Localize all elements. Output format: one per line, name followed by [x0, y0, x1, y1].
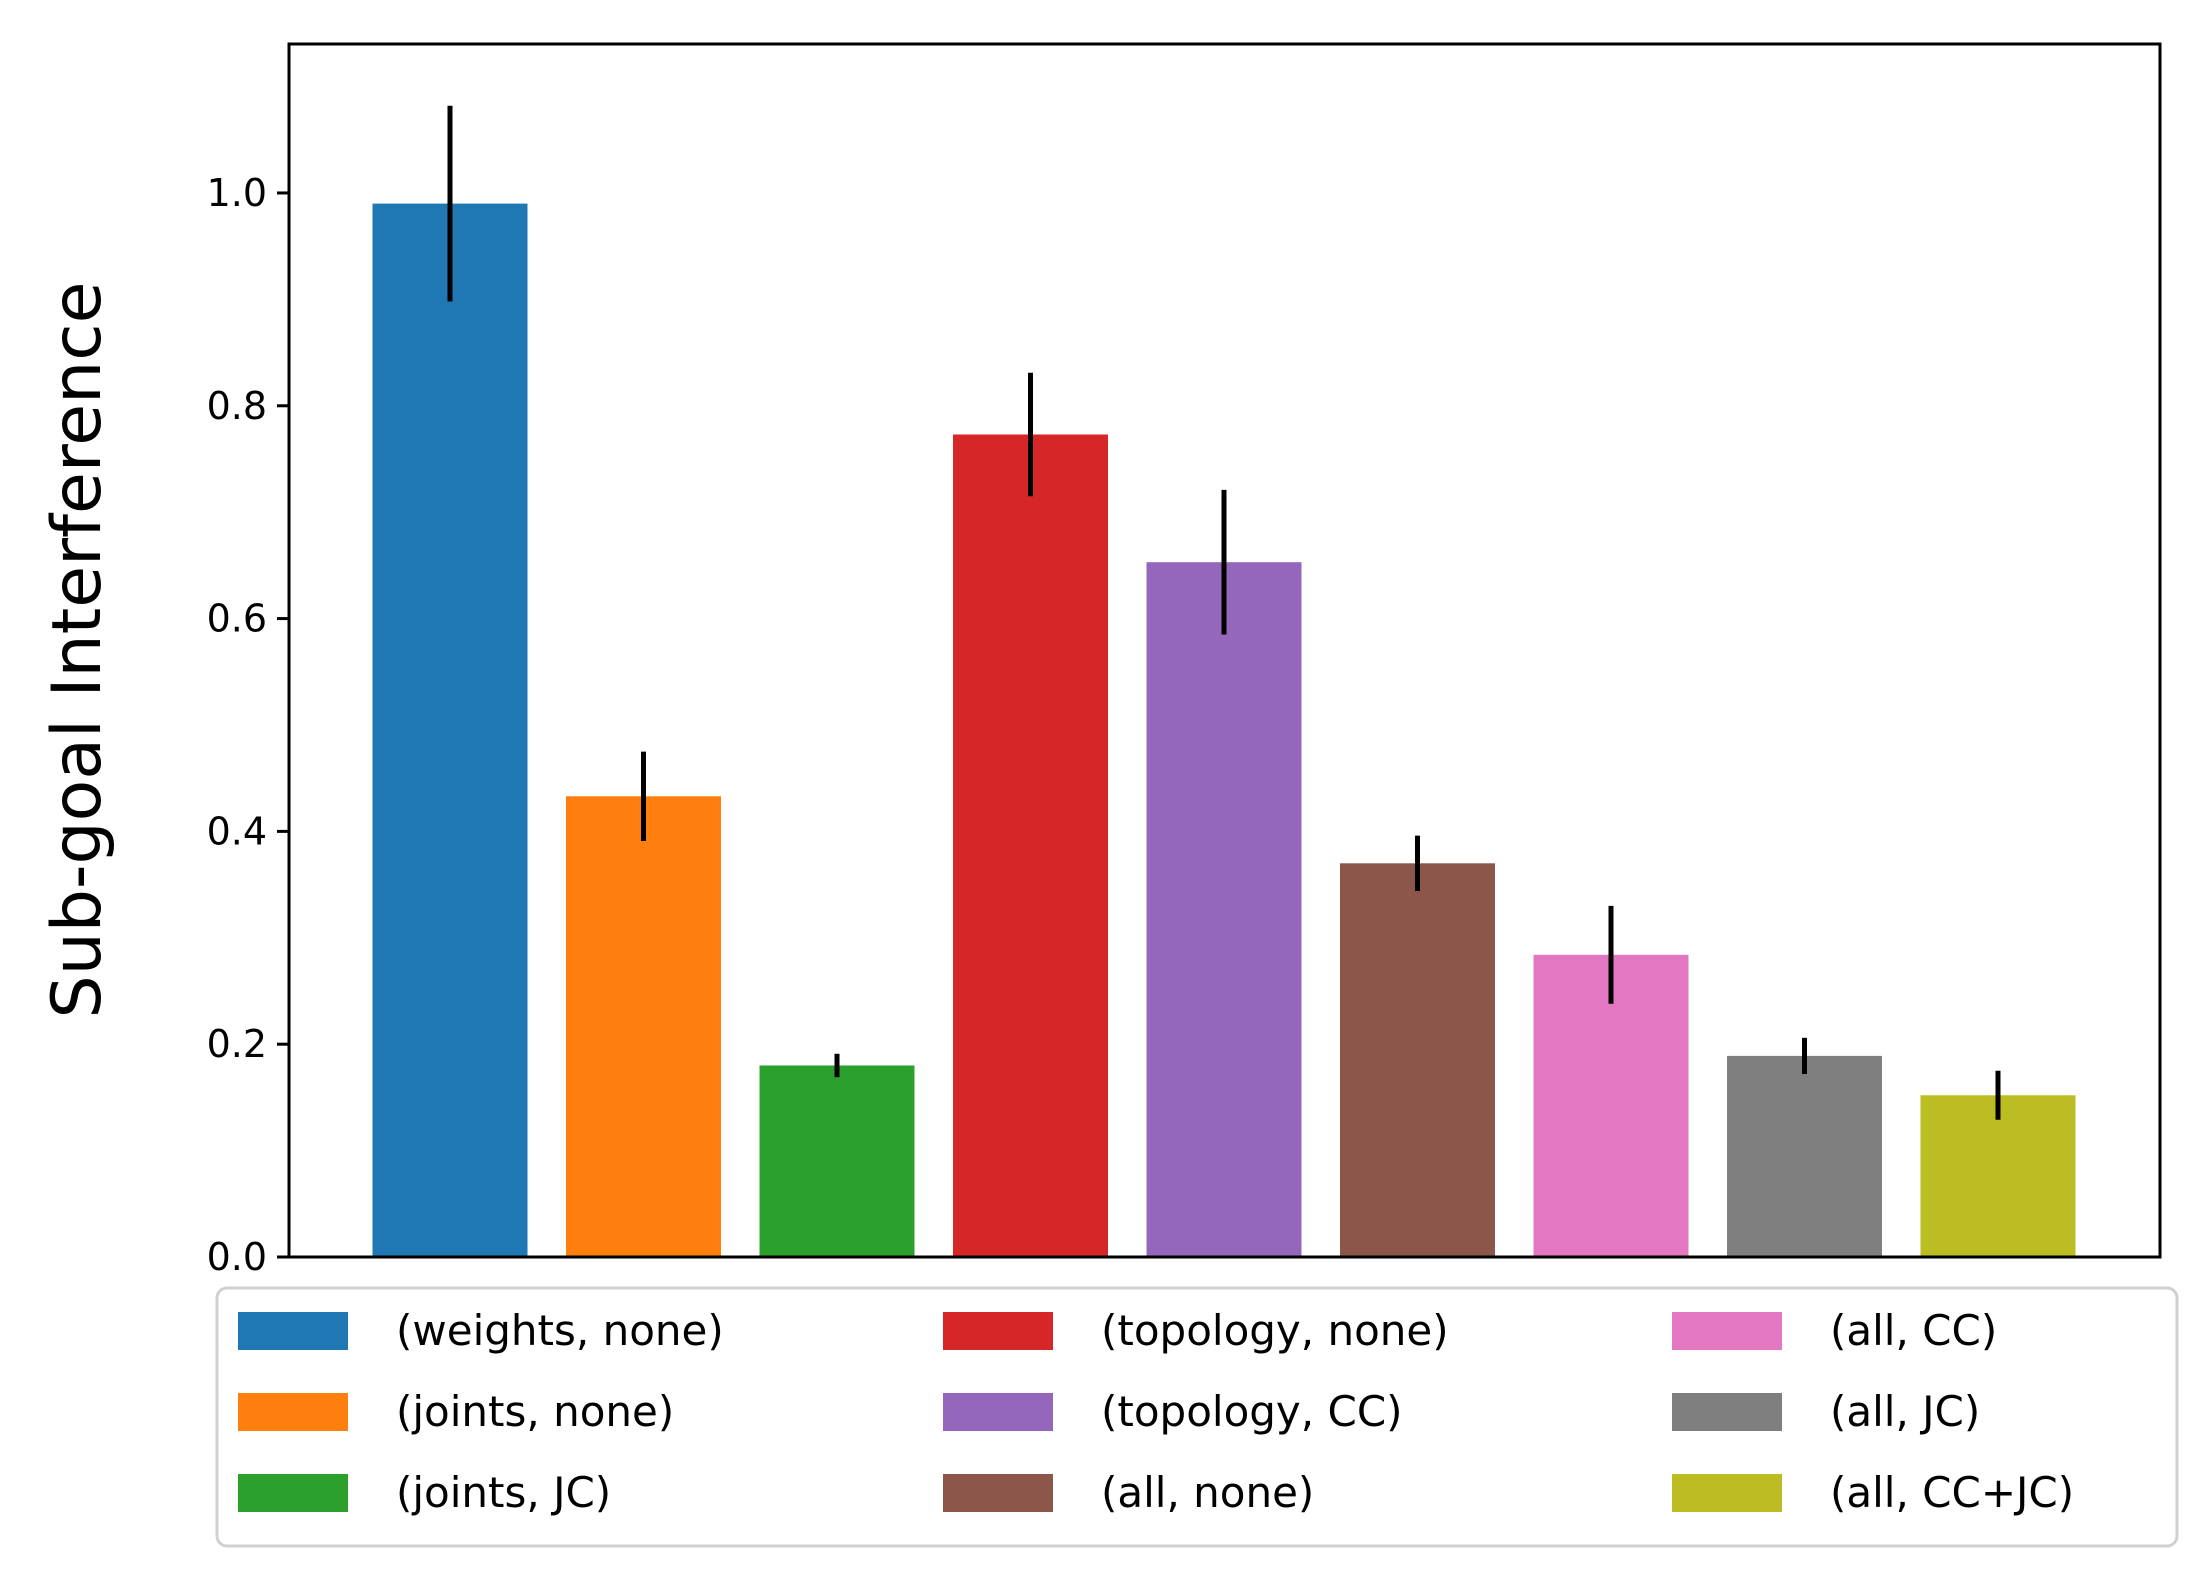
legend-swatch-4 — [943, 1312, 1053, 1350]
bar-4 — [953, 434, 1108, 1258]
bars-group — [372, 203, 2076, 1258]
y-tick-label: 0.6 — [207, 597, 267, 641]
legend-swatch-8 — [1672, 1393, 1782, 1431]
legend-label-6: (all, none) — [1101, 1468, 1314, 1517]
legend: (weights, none) (joints, none) (joints, JC… — [215, 1286, 2179, 1548]
bar-6 — [1340, 863, 1495, 1257]
legend-label-9: (all, CC+JC) — [1830, 1468, 2074, 1517]
error-bars-group — [447, 105, 2001, 1120]
y-tick-label: 0.2 — [207, 1022, 267, 1066]
y-tick-label: 0.8 — [207, 384, 267, 428]
y-tick-label: 1.0 — [207, 171, 267, 215]
bar-3 — [759, 1065, 915, 1257]
bar-8 — [1727, 1055, 1882, 1257]
legend-swatch-9 — [1672, 1474, 1782, 1512]
legend-label-1: (weights, none) — [396, 1306, 724, 1355]
legend-label-2: (joints, none) — [396, 1387, 674, 1436]
bar-5 — [1146, 562, 1302, 1257]
plot-frame — [287, 42, 2162, 1259]
y-axis: 0.0 0.2 0.4 0.6 0.8 1.0 — [207, 171, 289, 1279]
y-tick-label: 0.0 — [207, 1235, 267, 1279]
legend-swatch-7 — [1672, 1312, 1782, 1350]
legend-swatch-6 — [943, 1474, 1053, 1512]
bar-2 — [566, 796, 721, 1257]
bar-7 — [1533, 954, 1689, 1257]
legend-label-4: (topology, none) — [1101, 1306, 1449, 1355]
legend-swatch-3 — [238, 1474, 348, 1512]
legend-swatch-1 — [238, 1312, 348, 1350]
bar-1 — [372, 203, 528, 1258]
y-axis-label: Sub-goal Interference — [38, 282, 117, 1019]
bar-9 — [1920, 1095, 2076, 1257]
y-tick-label: 0.4 — [207, 809, 267, 853]
legend-swatch-2 — [238, 1393, 348, 1431]
legend-swatch-5 — [943, 1393, 1053, 1431]
legend-label-3: (joints, JC) — [396, 1468, 611, 1517]
legend-label-5: (topology, CC) — [1101, 1387, 1403, 1436]
legend-label-7: (all, CC) — [1830, 1306, 1997, 1355]
legend-label-8: (all, JC) — [1830, 1387, 1980, 1436]
